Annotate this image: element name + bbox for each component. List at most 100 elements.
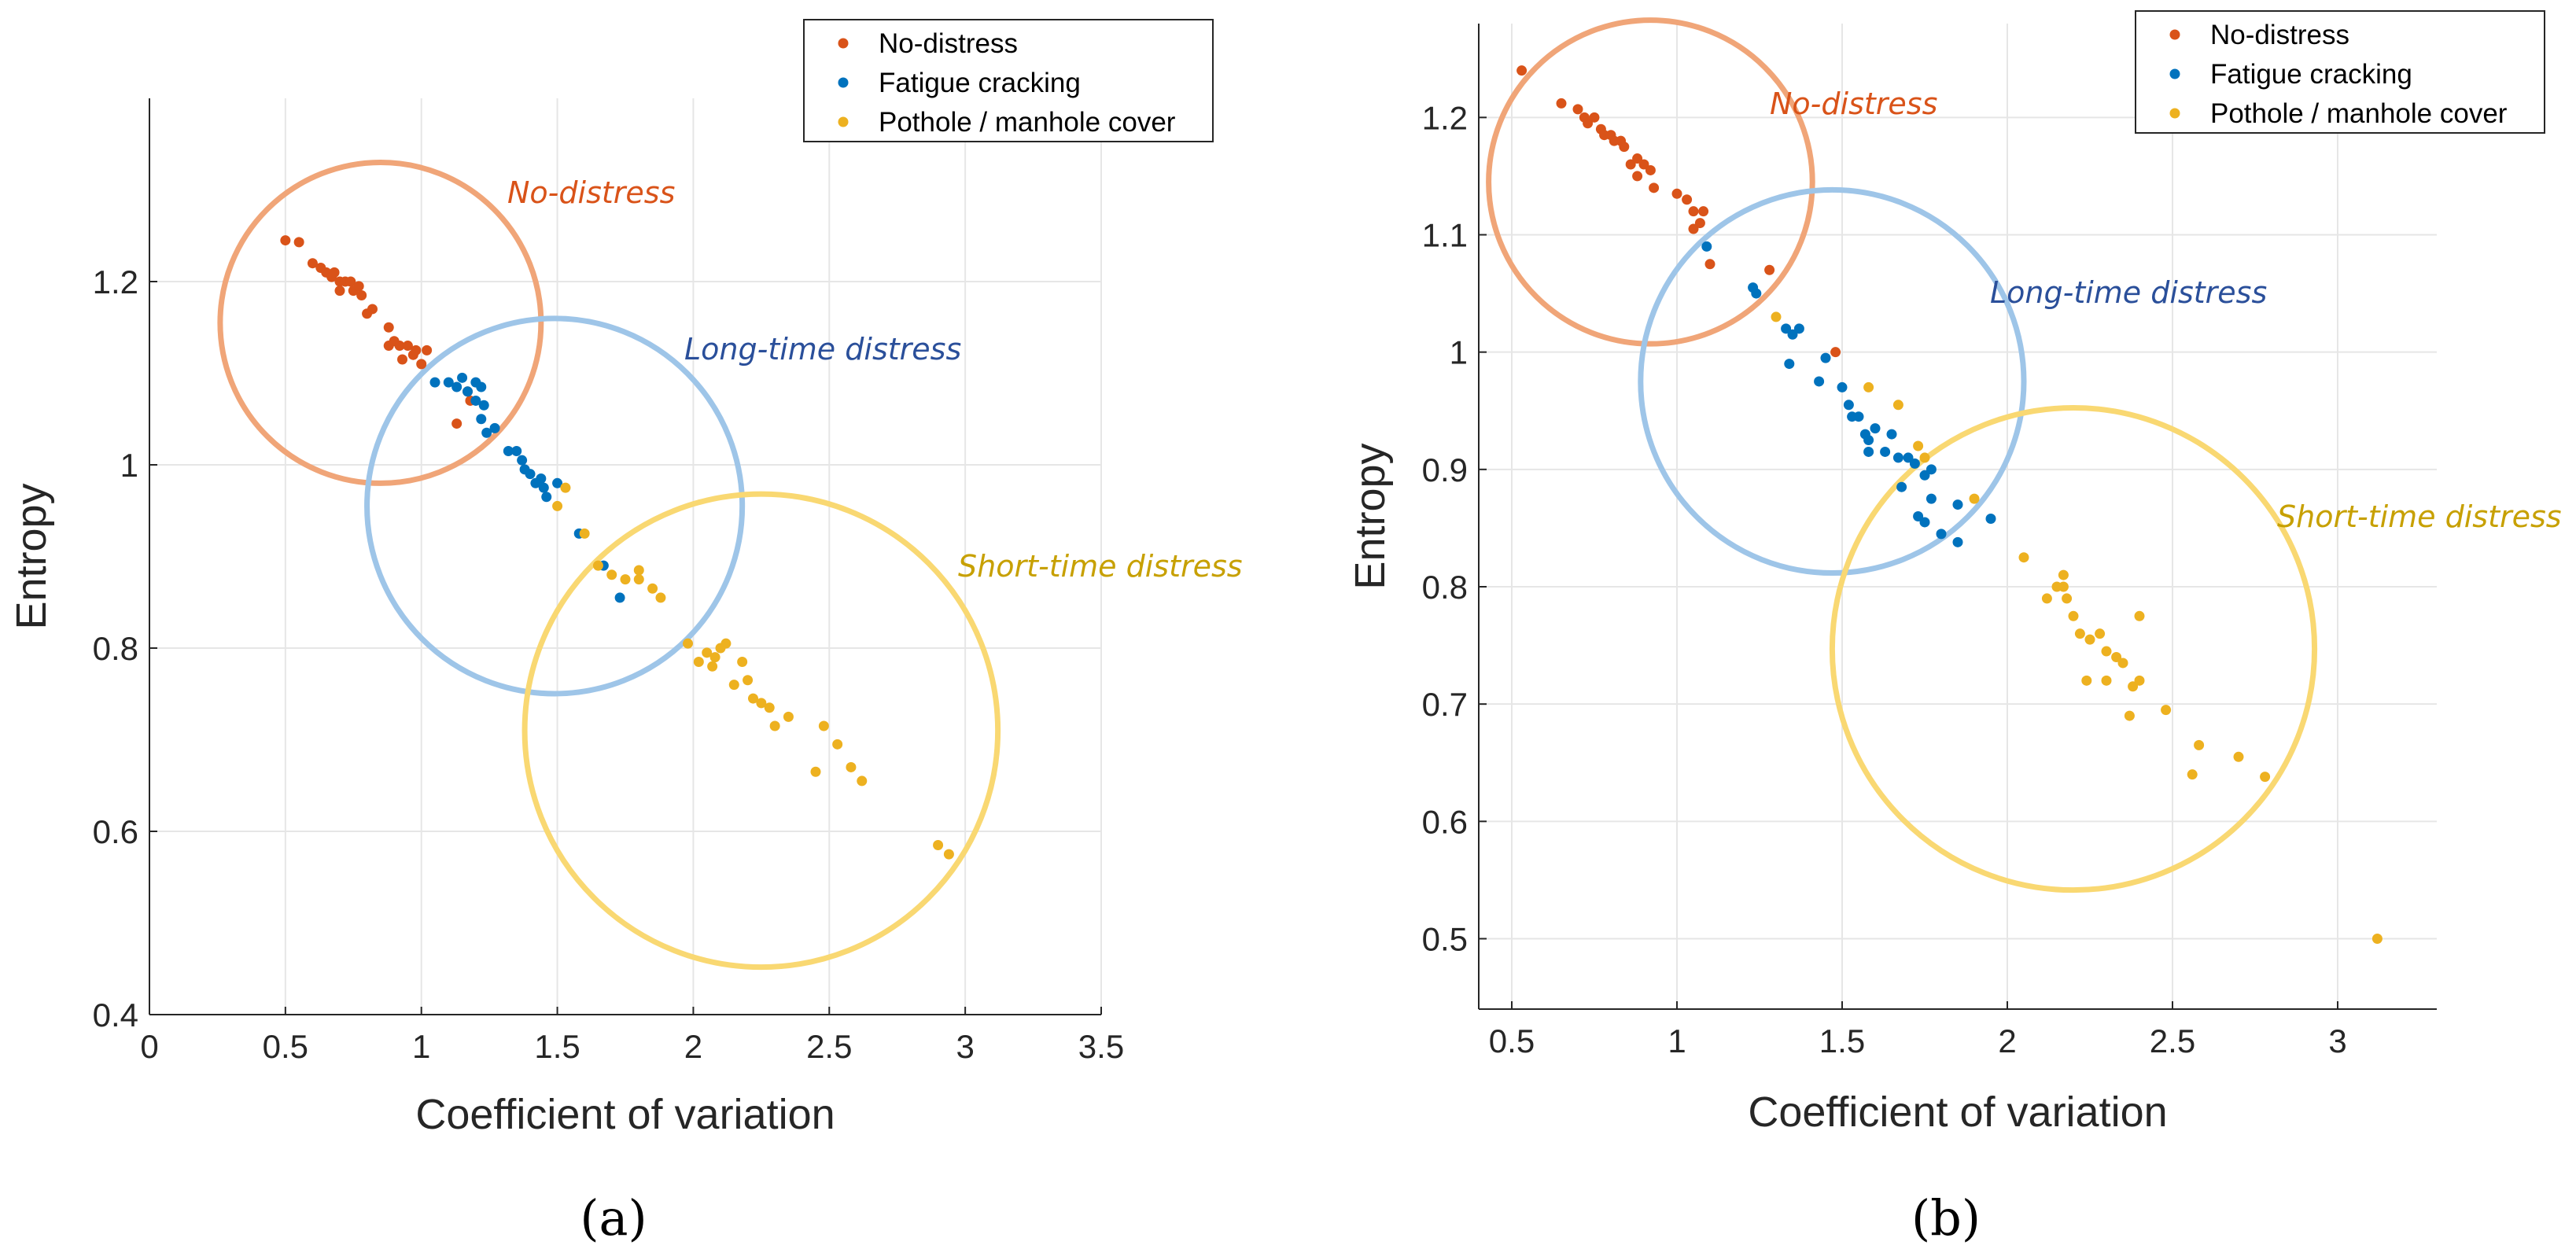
data-point (933, 839, 944, 850)
data-point (1784, 359, 1795, 370)
data-point (633, 565, 644, 576)
data-point (383, 322, 394, 333)
data-point (2018, 552, 2029, 563)
data-point (1863, 381, 1874, 392)
legend-entry: No-distress (2210, 20, 2349, 50)
data-point (511, 446, 522, 457)
y-axis-label: Entropy (1347, 443, 1394, 589)
data-point (1936, 529, 1947, 540)
data-point (367, 304, 378, 315)
cluster-label: Long-time distress (1990, 275, 2267, 310)
data-point (2134, 610, 2145, 621)
data-point (633, 574, 644, 585)
data-point (818, 720, 829, 731)
data-point (2041, 593, 2052, 604)
data-point (1919, 517, 1930, 528)
data-point (353, 281, 364, 292)
data-point (1688, 223, 1699, 234)
data-point (2124, 710, 2135, 721)
legend-marker (2169, 29, 2180, 40)
legend-entry: No-distress (879, 28, 1018, 59)
data-point (683, 638, 694, 649)
data-point (552, 477, 563, 488)
y-tick-label: 0.8 (1422, 569, 1468, 606)
data-point (334, 286, 345, 297)
x-axis-label: Coefficient of variation (1748, 1089, 2167, 1136)
data-point (462, 386, 473, 397)
data-point (620, 574, 631, 585)
data-point (1671, 188, 1682, 199)
data-point (1787, 329, 1798, 340)
data-point (1820, 352, 1831, 363)
data-point (517, 455, 528, 466)
x-tick-label: 2 (1998, 1022, 2016, 1059)
data-point (2128, 681, 2139, 692)
data-point (429, 377, 440, 388)
data-points (280, 235, 954, 860)
data-point (394, 341, 405, 352)
data-point (1583, 118, 1594, 129)
data-point (647, 583, 658, 594)
data-point (1632, 171, 1643, 182)
data-point (1649, 182, 1660, 193)
data-point (538, 482, 549, 493)
data-point (2260, 772, 2271, 783)
data-point (1625, 159, 1636, 170)
data-point (560, 482, 571, 493)
panel-label-a: (a) (580, 1189, 647, 1247)
data-point (1853, 411, 1864, 422)
data-point (416, 359, 427, 370)
data-point (1926, 493, 1937, 504)
cluster-label: Short-time distress (2277, 499, 2562, 534)
data-point (1892, 452, 1903, 463)
data-point (810, 766, 821, 777)
data-point (832, 739, 843, 750)
data-point (2058, 569, 2069, 580)
data-point (1771, 311, 1782, 322)
cluster-annotations: No-distress Long-time distress Short-time … (1770, 87, 2562, 534)
data-point (1572, 104, 1583, 115)
y-tick-label: 1 (1450, 334, 1468, 371)
y-tick-label: 0.4 (93, 997, 138, 1033)
data-point (411, 344, 422, 356)
data-point (451, 381, 463, 392)
x-axis-label: Coefficient of variation (415, 1091, 835, 1138)
data-point (536, 473, 547, 484)
x-tick-label: 3 (2328, 1022, 2346, 1059)
data-point (1903, 452, 1914, 463)
data-point (1969, 493, 1980, 504)
data-point (1830, 347, 1841, 358)
data-point (476, 381, 487, 392)
y-tick-label: 0.7 (1422, 686, 1468, 723)
data-points (1516, 65, 2383, 944)
cluster-label: Short-time distress (958, 549, 1243, 584)
data-point (1764, 264, 1775, 275)
data-point (702, 647, 713, 658)
data-point (783, 711, 794, 722)
data-point (525, 469, 536, 480)
data-point (592, 560, 603, 571)
legend-marker (2169, 108, 2180, 119)
legend-entry: Fatigue cracking (879, 68, 1081, 98)
y-tick-label: 0.8 (93, 630, 138, 667)
panel-label-b: (b) (1911, 1189, 1981, 1247)
y-tick-label: 1.1 (1422, 217, 1468, 254)
data-point (1886, 429, 1897, 440)
data-point (1516, 65, 1528, 76)
x-tick-label: 3.5 (1078, 1028, 1124, 1065)
data-point (356, 289, 367, 300)
data-point (2117, 658, 2128, 669)
data-point (2084, 634, 2095, 645)
data-point (1751, 288, 1762, 299)
data-point (1909, 458, 1920, 469)
data-point (280, 235, 291, 246)
cluster-circle (364, 315, 746, 697)
legend-marker (2169, 68, 2180, 79)
data-point (503, 446, 514, 457)
legend-entry: Pothole / manhole cover (879, 107, 1176, 138)
data-point (457, 372, 468, 383)
data-point (857, 776, 868, 787)
data-point (2101, 675, 2112, 686)
data-point (846, 761, 857, 772)
data-point (541, 492, 552, 503)
